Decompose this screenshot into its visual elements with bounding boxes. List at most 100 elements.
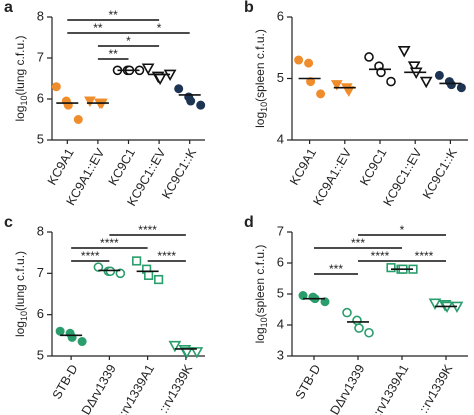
point (154, 274, 164, 285)
y-label-text: (spleen c.f.u.) (253, 29, 267, 102)
point (190, 347, 204, 359)
point (298, 291, 308, 301)
y-axis-label: log10(lung c.f.u.) (13, 251, 29, 337)
x-tick-label: KC9C1::K (420, 146, 460, 202)
x-tick-label: ::rv1339A1 (115, 362, 157, 415)
significance-label: **** (100, 236, 119, 250)
y-tick-label: 7 (277, 223, 284, 238)
point (186, 96, 196, 106)
y-tick-label: 5 (37, 347, 44, 362)
significance-label: ** (109, 8, 119, 22)
x-tick-label: KC9C1 (106, 146, 138, 188)
point (294, 55, 304, 65)
y-label-base: log (13, 106, 27, 122)
point (115, 268, 126, 279)
panel-label: c (4, 214, 13, 231)
point (364, 327, 374, 338)
significance-label: * (400, 223, 405, 237)
significance-label: **** (157, 249, 176, 263)
y-tick-label: 8 (37, 8, 44, 23)
point (144, 270, 154, 281)
y-tick-label: 5 (277, 285, 284, 300)
significance-label: *** (351, 236, 365, 250)
point (55, 326, 65, 336)
y-tick-label: 7 (37, 49, 44, 64)
point (51, 82, 61, 92)
y-tick-label: 8 (37, 223, 44, 238)
x-tick-label: STB-D (293, 362, 324, 401)
point (141, 63, 155, 75)
point (419, 76, 433, 89)
y-label-subscript: 10 (19, 311, 29, 321)
panel-label: b (244, 0, 254, 16)
significance-label: **** (138, 223, 157, 237)
y-tick-label: 4 (277, 131, 284, 146)
point (376, 67, 386, 78)
point (84, 96, 96, 108)
x-tick-label: KC9C1 (357, 146, 389, 188)
x-tick-label: KC9A1 (287, 146, 319, 187)
y-tick-label: 6 (37, 90, 44, 105)
panel-label: a (4, 0, 13, 16)
significance-label: ** (109, 47, 119, 61)
point (342, 86, 355, 97)
point (342, 307, 352, 318)
point (456, 83, 466, 93)
point (330, 80, 343, 91)
point (174, 84, 184, 94)
y-label-text: (spleen c.f.u.) (253, 245, 267, 318)
y-tick-label: 4 (277, 316, 284, 331)
significance-label: * (157, 21, 162, 35)
x-tick-label: DΔrv1339 (328, 362, 368, 415)
y-tick-label: 6 (277, 8, 284, 23)
point (386, 76, 396, 87)
y-tick-label: 6 (37, 306, 44, 321)
point (306, 77, 316, 87)
point (105, 266, 116, 277)
significance-label: ** (93, 21, 103, 35)
point (446, 80, 456, 90)
significance-label: **** (81, 249, 100, 263)
point (180, 347, 194, 359)
point (364, 52, 374, 62)
y-label-subscript: 10 (259, 317, 269, 327)
point (352, 315, 362, 326)
point (354, 323, 364, 333)
y-label-text: (lung c.f.u.) (13, 35, 27, 95)
panel-label: d (244, 214, 254, 231)
y-axis-label: log10(spleen c.f.u.) (253, 29, 269, 128)
significance-label: **** (415, 249, 434, 263)
y-axis-label: log10(spleen c.f.u.) (253, 245, 269, 344)
y-axis-label: log10(lung c.f.u.) (13, 35, 29, 121)
y-label-subscript: 10 (259, 102, 269, 112)
point (397, 46, 411, 58)
point (304, 58, 314, 68)
x-tick-label: DΔrv1339 (79, 362, 119, 415)
x-tick-label: KC9A1 (45, 146, 77, 187)
y-label-subscript: 10 (19, 96, 29, 106)
point (434, 70, 444, 80)
point (73, 115, 83, 124)
point (386, 263, 396, 273)
significance-label: *** (329, 262, 343, 276)
x-tick-label: ::rv1339K (156, 362, 195, 415)
point (132, 256, 142, 266)
point (316, 89, 326, 99)
x-tick-label: STB-D (50, 362, 81, 401)
y-tick-label: 3 (277, 347, 284, 362)
significance-label: * (126, 34, 131, 48)
y-label-base: log (253, 327, 267, 343)
point (428, 298, 442, 310)
point (407, 61, 421, 73)
point (168, 340, 182, 353)
point (196, 100, 206, 110)
y-label-text: (lung c.f.u.) (13, 251, 27, 311)
point (77, 337, 87, 347)
y-tick-label: 7 (37, 265, 44, 280)
y-tick-label: 5 (277, 70, 284, 85)
x-tick-label: ::rv1339K (417, 362, 456, 415)
significance-label: **** (371, 249, 390, 263)
y-tick-label: 6 (277, 254, 284, 269)
x-tick-label: ::rv1339A1 (369, 362, 411, 415)
